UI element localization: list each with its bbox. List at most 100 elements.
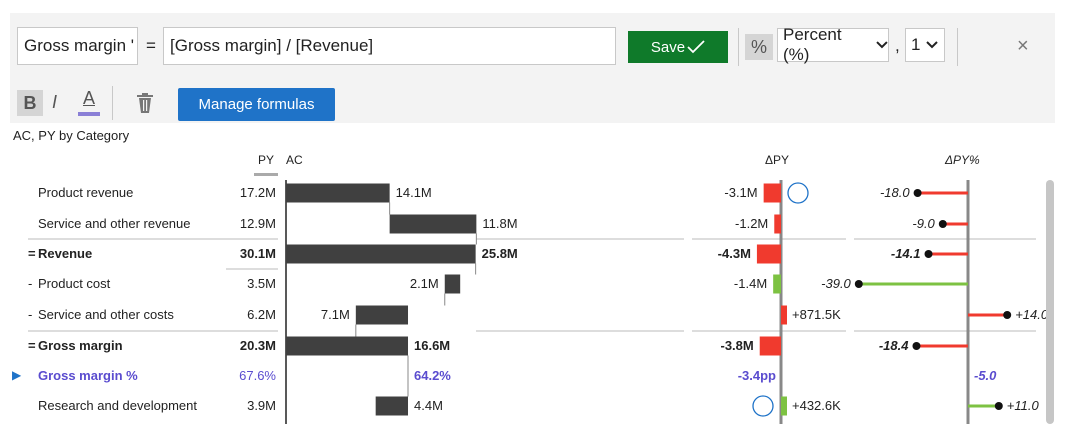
ac-value: 2.1M [409,276,439,291]
ac-bar [286,244,476,264]
header-py-underline [254,173,278,176]
header-delta-py: ΔPY [765,153,790,167]
ac-value: 14.1M [395,185,432,200]
delta-bar [763,183,781,203]
row-label: Revenue [38,246,93,261]
delta-bar [773,274,781,294]
delta-pct-pin [854,280,863,288]
row-label: Research and development [38,398,197,413]
delta-pct-pin [924,250,933,258]
toolbar-separator [738,28,739,66]
delta-value: +432.6K [792,398,841,413]
delta-value: -4.3M [717,246,751,261]
chevron-down-icon [926,41,939,49]
row-label: Product revenue [38,185,134,200]
ac-bar [444,274,461,294]
comment-badge [787,182,809,204]
delta-value: -3.1M [724,185,758,200]
row-prefix: - [28,276,33,291]
number-format-select[interactable]: Percent (%) [777,25,889,64]
row-label: Service and other revenue [38,216,191,231]
formula-expression-input[interactable]: [Gross margin] / [Revenue] [163,27,616,65]
ac-bar [355,305,409,325]
delta-pct-pin [913,189,922,197]
delta-pct-value: -14.1 [890,246,921,261]
delta-pct-value: -5.0 [974,368,997,383]
row-prefix: = [28,246,36,261]
bold-button[interactable]: B [17,90,43,116]
toolbar-separator [112,86,113,120]
delta-pct-value: +11.0 [1006,398,1039,413]
ac-value: 16.6M [414,338,451,353]
delta-pct-value: -9.0 [912,216,935,231]
chevron-down-icon [876,41,888,49]
row-label: Product cost [38,276,111,291]
ac-value: 4.4M [414,398,443,413]
py-value: 17.2M [239,185,276,200]
ac-bar [286,183,390,203]
italic-button[interactable]: I [52,92,58,112]
row-prefix: - [28,307,33,322]
toolbar-separator [957,28,958,66]
delta-value: -3.4pp [737,368,776,383]
percent-format-icon[interactable]: % [745,34,773,60]
vertical-scrollbar[interactable] [1046,180,1054,424]
delta-bar [781,396,787,416]
delta-bar [774,214,781,234]
ac-bar [375,396,409,416]
chart-title: AC, PY by Category [13,128,130,143]
check-icon [687,40,705,54]
py-value: 30.1M [239,246,276,261]
delta-bar [756,244,781,264]
save-button-label: Save [650,38,686,56]
save-button[interactable]: Save [628,31,728,63]
ac-value: 11.8M [482,216,518,231]
delta-pct-pin [994,402,1003,410]
row-label: Gross margin [38,338,123,353]
py-value: 67.6% [239,368,276,383]
decimals-comma: , [895,36,900,55]
delta-pct-value: -18.0 [879,185,910,200]
equals-sign: = [146,36,156,55]
py-value: 3.9M [247,398,276,413]
row-prefix: ▶ [12,368,22,382]
header-py: PY [258,153,275,167]
header-delta-pct: ΔPY% [945,153,980,167]
delta-value: -1.2M [735,216,769,231]
delta-pct-pin [938,220,947,228]
decimals-value: 1 [911,35,921,54]
delta-bar [759,336,781,356]
ac-value: 64.2% [414,368,451,383]
ac-value: 7.1M [320,307,350,322]
delta-pct-value: -18.4 [878,338,909,353]
row-label: Gross margin % [38,368,138,383]
trash-icon[interactable] [134,92,156,114]
delta-value: -3.8M [720,338,754,353]
header-ac: AC [286,153,303,167]
ac-value: 25.8M [481,246,518,261]
ac-bar [286,336,409,356]
delta-value: +871.5K [792,307,841,322]
delta-bar [781,305,787,325]
font-color-button[interactable]: A [78,88,100,116]
font-color-letter: A [82,88,95,108]
formula-name-input[interactable]: Gross margin ' [17,27,138,65]
py-value: 12.9M [239,216,276,231]
number-format-value: Percent (%) [783,25,842,64]
font-color-swatch [78,112,100,116]
delta-pct-pin [912,342,921,350]
py-value: 3.5M [247,276,276,291]
py-value: 6.2M [247,307,276,322]
comment-badge [752,395,774,417]
delta-pct-value: -39.0 [821,276,851,291]
delta-pct-pin [1003,311,1012,319]
ac-bar [389,214,477,234]
row-prefix: = [28,338,36,353]
row-label: Service and other costs [38,307,174,322]
close-icon[interactable]: × [1017,35,1029,57]
py-value: 20.3M [239,338,276,353]
delta-pct-value: +14.0 [1015,307,1049,322]
manage-formulas-button[interactable]: Manage formulas [178,88,335,121]
decimals-select[interactable]: 1 [905,28,945,62]
